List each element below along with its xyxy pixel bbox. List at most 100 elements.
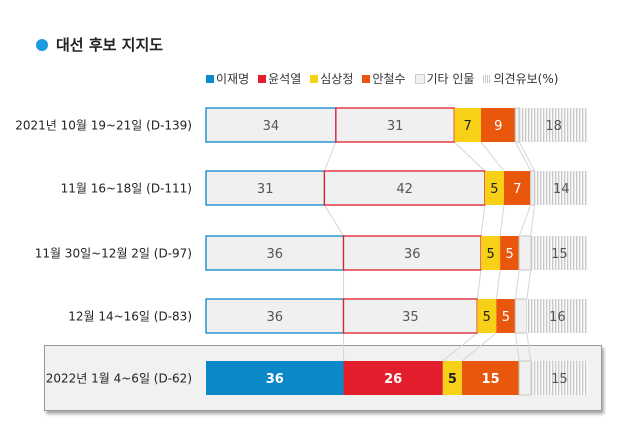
data-label: 18 [545,119,562,134]
legend-item: 안철수 [362,70,406,87]
data-label: 5 [483,310,491,325]
connector-line [480,204,486,237]
connector-line [526,332,532,362]
connector-line [495,269,501,300]
row-label: 11월 16~18일 (D-111) [60,181,192,196]
data-label: 31 [257,182,274,197]
data-label: 36 [404,247,421,262]
bar-기타 인물 [530,170,536,206]
legend-label: 심상정 [320,72,354,86]
bar-이재명 [205,107,337,143]
legend-label: 이재명 [216,72,250,86]
legend-label: 윤석열 [268,72,302,86]
legend-swatch [414,73,425,84]
bar-윤석열 [343,361,443,395]
connector-line [514,332,520,362]
connector-line [518,204,532,237]
connector-line [442,332,478,362]
legend-swatch [362,74,371,83]
bar-안철수 [503,171,531,205]
bar-의견유보 [526,299,588,333]
bar-기타 인물 [518,360,532,396]
bar-심상정 [477,299,497,333]
bar-의견유보 [534,171,588,205]
data-label: 7 [464,119,472,134]
chart-title: 대선 후보 지지도 [36,34,163,55]
legend-swatch [310,74,319,83]
legend-item: 이재명 [206,70,249,87]
data-label: 16 [549,310,566,325]
row-label: 2021년 10월 19~21일 (D-139) [15,118,192,133]
connector-line [453,141,486,172]
bar-의견유보 [530,361,588,395]
bar-안철수 [461,361,520,395]
connector-line [480,141,505,172]
data-label: 14 [553,182,570,197]
bar-안철수 [496,299,516,333]
legend-item: 심상정 [310,70,353,87]
data-label: 26 [384,372,402,387]
legend-label: 기타 인물 [426,72,475,86]
bar-안철수 [500,236,520,270]
connector-line [476,269,482,300]
connector-line [526,269,532,300]
row-label: 11월 30일~12월 2일 (D-97) [34,246,192,261]
legend-item: 윤석열 [258,70,301,87]
legend-label: 안철수 [372,72,406,86]
bar-기타 인물 [518,235,532,271]
legend-item: 기타 인물 [414,70,475,87]
bar-이재명 [205,298,345,334]
bar-기타 인물 [514,298,528,334]
bar-윤석열 [342,235,482,271]
data-label: 15 [482,372,500,387]
title-text: 대선 후보 지지도 [56,36,164,54]
bar-심상정 [454,108,482,142]
data-label: 42 [396,182,413,197]
data-label: 5 [448,372,457,387]
data-label: 15 [551,372,568,387]
connector-line [514,269,520,300]
data-label: 34 [263,119,280,134]
connector-line [530,204,536,237]
legend-swatch [483,74,492,83]
bar-의견유보 [519,108,588,142]
bar-이재명 [205,235,345,271]
bar-안철수 [481,108,516,142]
connector-line [518,141,535,172]
bar-이재명 [206,361,344,395]
connector-line [514,141,532,172]
connector-line [323,141,337,172]
bar-의견유보 [530,236,588,270]
data-label: 7 [513,182,521,197]
data-label: 36 [266,247,283,262]
legend-swatch [258,74,267,83]
data-label: 5 [490,182,498,197]
bar-심상정 [481,236,501,270]
bar-기타 인물 [514,107,520,143]
bar-심상정 [484,171,504,205]
legend-swatch [206,74,214,83]
bullet-dot-icon [36,38,48,51]
row-label: 2022년 1월 4~6일 (D-62) [45,371,192,386]
data-label: 15 [551,247,568,262]
bar-심상정 [442,361,462,395]
legend: 이재명 윤석열 심상정 안철수 기타 인물 의견유보 (%) [206,70,558,87]
data-label: 5 [486,247,494,262]
bar-윤석열 [342,298,478,334]
data-label: 36 [266,310,283,325]
connector-line [461,332,497,362]
data-label: 36 [266,372,284,387]
data-label: 5 [506,247,514,262]
data-label: 5 [502,310,510,325]
row-label: 12월 14~16일 (D-83) [68,309,192,324]
bar-윤석열 [323,170,486,206]
connector-line [499,204,505,237]
legend-label: 의견유보 [493,72,538,86]
data-label: 31 [387,119,404,134]
data-label: 35 [402,310,419,325]
legend-item: 의견유보 (%) [483,70,558,87]
data-label: 9 [494,119,502,134]
connector-line [323,204,344,237]
legend-unit: (%) [537,71,559,86]
